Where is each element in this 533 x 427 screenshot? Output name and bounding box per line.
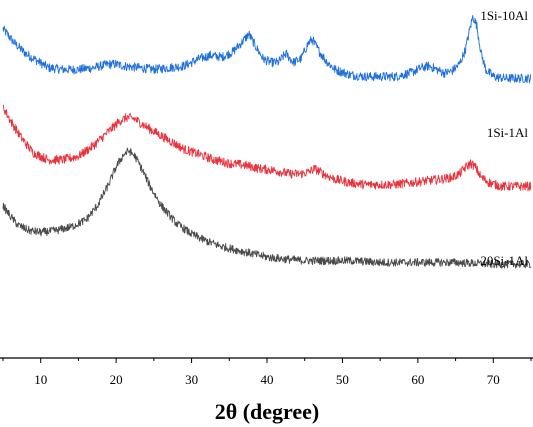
x-tick-label: 70	[487, 372, 500, 387]
x-tick-label: 10	[34, 372, 47, 387]
x-tick-label: 50	[336, 372, 349, 387]
series-label-1si-10al: 1Si-10Al	[480, 8, 528, 23]
x-axis-title: 2θ (degree)	[215, 399, 320, 424]
series-line-20si-1al	[2, 147, 532, 269]
series-line-1si-1al	[2, 104, 532, 192]
series-group	[2, 15, 532, 269]
series-label-20si-1al: 20Si-1Al	[480, 253, 528, 268]
x-axis-ticks: 10 20 30 40 50 60 70	[2, 358, 532, 387]
x-tick-label: 20	[110, 372, 123, 387]
series-labels: 1Si-10Al 1Si-1Al 20Si-1Al	[480, 8, 528, 268]
x-tick-label: 40	[261, 372, 274, 387]
x-tick-label: 60	[411, 372, 424, 387]
x-tick-label: 30	[185, 372, 198, 387]
series-line-1si-10al	[2, 15, 532, 84]
series-label-1si-1al: 1Si-1Al	[487, 125, 529, 140]
